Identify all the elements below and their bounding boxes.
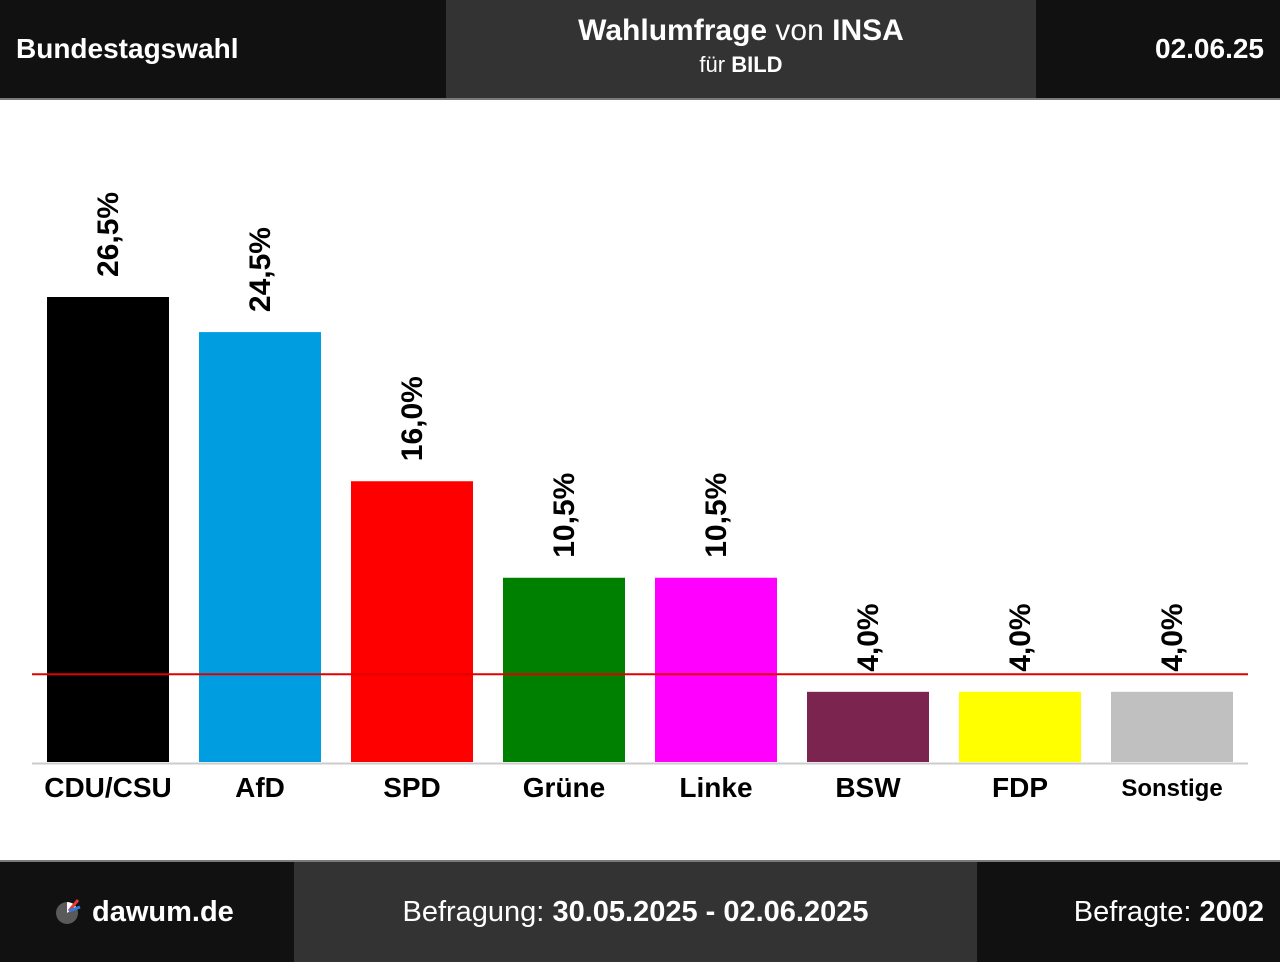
poll-subtitle-fuer: für [699,52,726,77]
respondents-value: 2002 [1199,896,1264,928]
value-label: 4,0% [852,603,885,671]
category-label: Linke [679,772,752,803]
bar-bsw [807,691,929,762]
election-name: Bundestagswahl [16,33,239,64]
value-label: 24,5% [244,227,277,312]
value-label: 4,0% [1004,603,1037,671]
category-label: SPD [383,772,441,803]
category-label: BSW [835,772,901,803]
category-label: FDP [992,772,1048,803]
poll-title: Wahlumfrage von INSA [446,14,1036,48]
survey-period-label: Befragung: [402,896,545,928]
poll-subtitle: für BILD [446,52,1036,78]
logo-text: dawum.de [92,895,234,928]
dawum-logo[interactable]: dawum.de [54,862,294,962]
value-label: 16,0% [396,376,429,461]
bar-linke [655,577,777,762]
respondents-label: Befragte: [1073,896,1192,928]
poll-title-main: Wahlumfrage [578,14,768,47]
header-bar: Bundestagswahl Wahlumfrage von INSA für … [0,0,1280,100]
footer-bar: dawum.de Befragung: 30.05.2025 - 02.06.2… [0,860,1280,962]
dawum-logo-icon [56,899,81,924]
bar-spd [351,481,473,762]
poll-title-von: von [775,14,824,47]
survey-period: Befragung: 30.05.2025 - 02.06.2025 [294,862,977,962]
bar-chart: 26,5% CDU/CSU 24,5% AfD 16,0% SPD 10,5% Grüne 10… [32,192,1248,803]
category-label: Grüne [523,772,605,803]
poll-institute: INSA [832,14,904,47]
bar-fdp [959,691,1081,762]
category-label: Sonstige [1121,775,1222,802]
bar-afd [199,332,321,762]
survey-period-value: 30.05.2025 - 02.06.2025 [552,896,869,928]
category-label: AfD [235,772,285,803]
bar-cdu-csu [47,297,169,762]
poll-client: BILD [731,52,783,77]
respondents: Befragte: 2002 [1074,862,1264,962]
poll-title-box: Wahlumfrage von INSA für BILD [446,0,1036,98]
bar-sonstige [1111,691,1233,762]
value-label: 26,5% [92,192,125,277]
category-label: CDU/CSU [44,772,172,803]
bar-grüne [503,577,625,762]
value-label: 4,0% [1156,603,1189,671]
value-label: 10,5% [700,473,733,558]
value-label: 10,5% [548,473,581,558]
poll-date: 02.06.25 [1155,33,1264,64]
